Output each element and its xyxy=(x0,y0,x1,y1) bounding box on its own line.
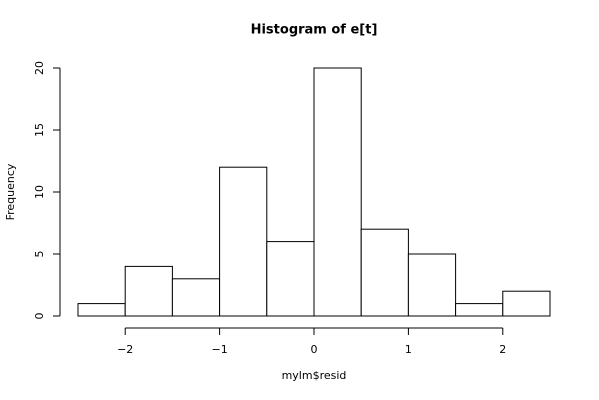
y-tick-label: 20 xyxy=(33,61,46,75)
bar xyxy=(455,303,504,317)
x-tick-label: −1 xyxy=(211,343,227,356)
chart-title: Histogram of e[t] xyxy=(251,23,378,38)
x-tick-label: 0 xyxy=(311,343,318,356)
bar xyxy=(171,278,221,317)
x-tick-label: 1 xyxy=(405,343,412,356)
x-tick-label: 2 xyxy=(499,343,506,356)
y-tick-label: 5 xyxy=(33,251,46,258)
bar xyxy=(219,166,268,317)
bar xyxy=(502,290,551,317)
bar xyxy=(77,303,126,317)
bar xyxy=(360,228,409,317)
bar xyxy=(124,265,173,317)
x-axis-label: mylm$resid xyxy=(282,369,347,382)
bar xyxy=(313,67,362,317)
y-tick-label: 0 xyxy=(33,313,46,320)
bar xyxy=(266,241,315,317)
y-tick-label: 10 xyxy=(33,185,46,199)
bar xyxy=(407,253,457,317)
x-tick-label: −2 xyxy=(117,343,133,356)
y-axis-label: Frequency xyxy=(4,163,17,220)
y-tick-label: 15 xyxy=(33,123,46,137)
